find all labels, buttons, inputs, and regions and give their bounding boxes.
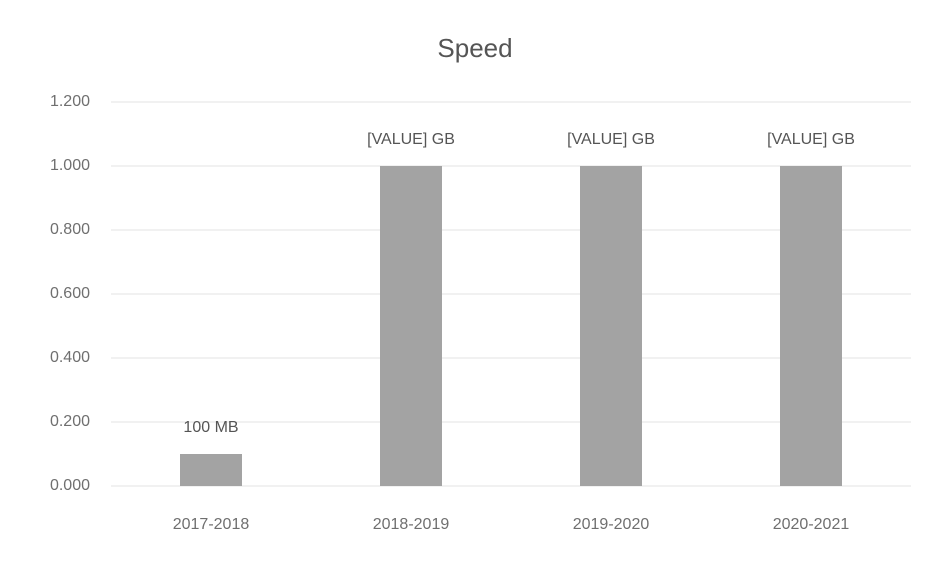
- data-label: [VALUE] GB: [767, 131, 855, 148]
- bar: [580, 166, 642, 486]
- y-tick-label: 0.000: [50, 477, 90, 494]
- y-tick-label: 0.600: [50, 285, 90, 302]
- chart-title: Speed: [437, 33, 512, 63]
- y-tick-label: 0.200: [50, 413, 90, 430]
- y-tick-label: 1.200: [50, 93, 90, 110]
- bar: [780, 166, 842, 486]
- bar: [180, 454, 242, 486]
- x-tick-label: 2018-2019: [373, 516, 450, 533]
- y-tick-label: 0.800: [50, 221, 90, 238]
- x-tick-label: 2017-2018: [173, 516, 250, 533]
- x-tick-label: 2019-2020: [573, 516, 650, 533]
- bar: [380, 166, 442, 486]
- x-tick-label: 2020-2021: [773, 516, 850, 533]
- data-label: [VALUE] GB: [367, 131, 455, 148]
- data-label: 100 MB: [183, 419, 238, 436]
- y-tick-label: 0.400: [50, 349, 90, 366]
- y-tick-label: 1.000: [50, 157, 90, 174]
- data-label: [VALUE] GB: [567, 131, 655, 148]
